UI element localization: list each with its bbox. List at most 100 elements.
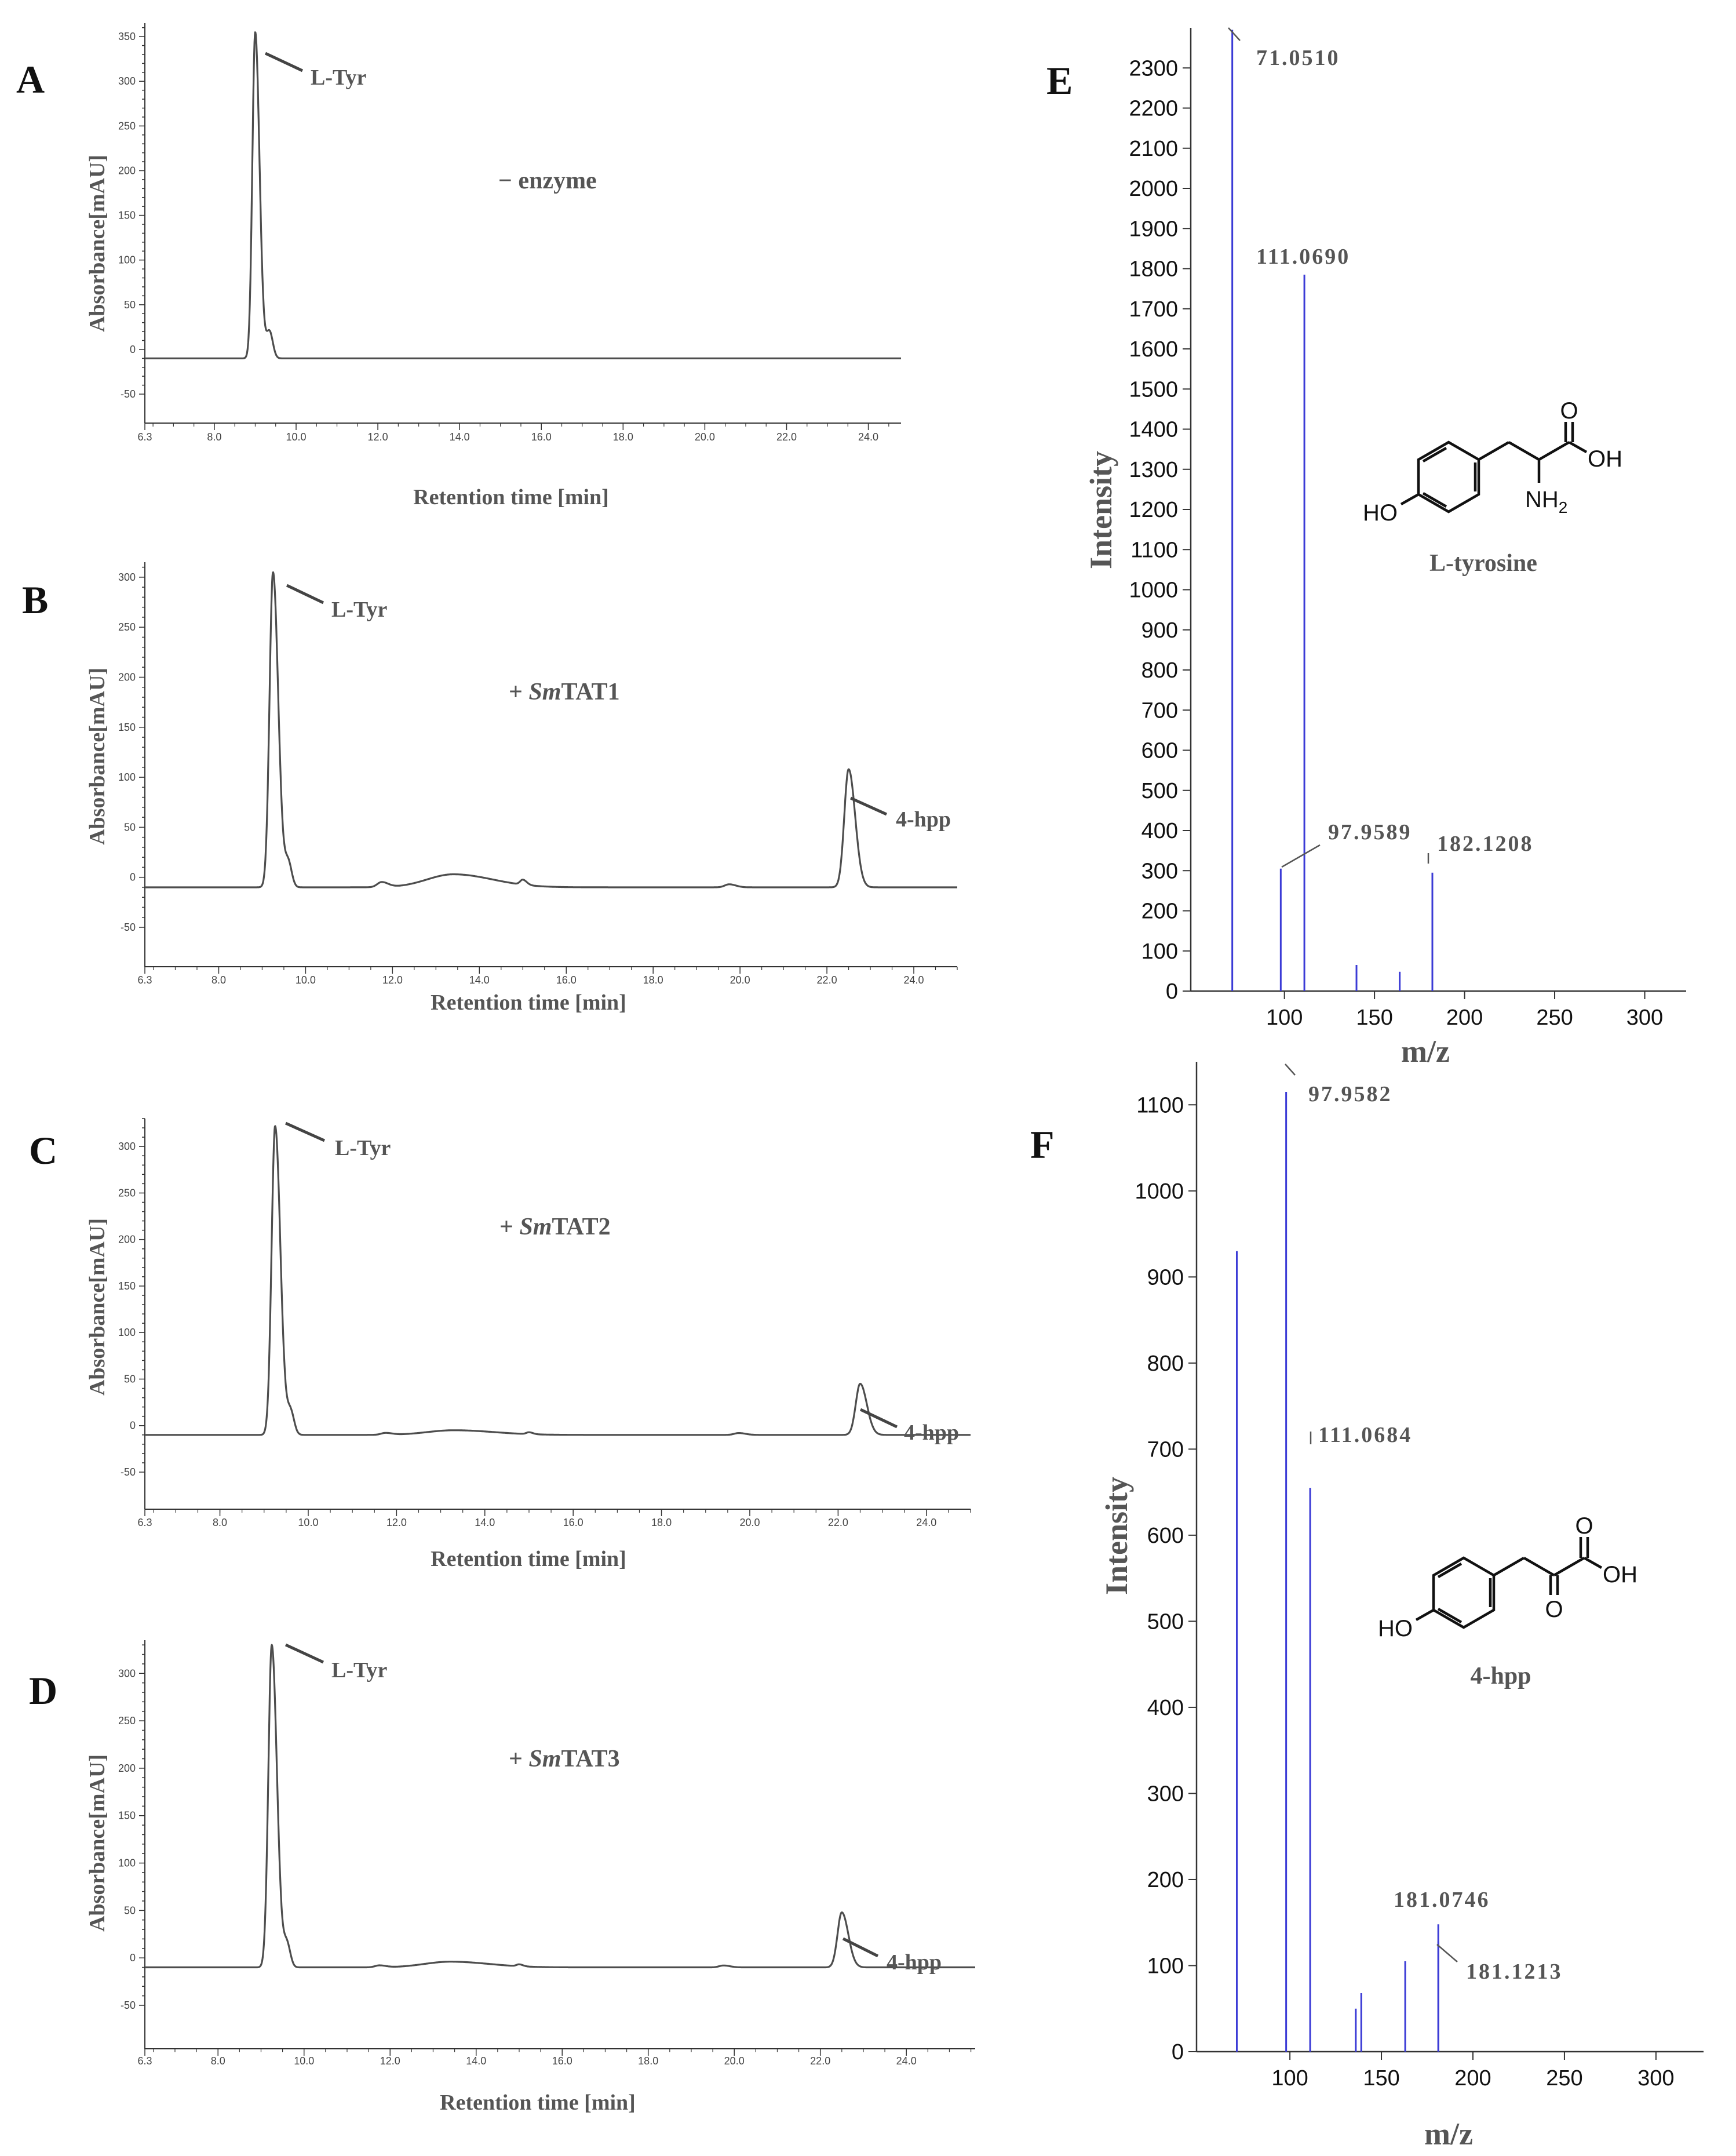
x-tick-label: 22.0 xyxy=(810,2055,830,2067)
x-axis-title: Retention time [min] xyxy=(431,990,626,1015)
x-tick-label: 18.0 xyxy=(643,974,663,986)
chromatogram-trace xyxy=(144,571,958,888)
y-tick-label: -50 xyxy=(121,922,136,933)
panel-f: F 0 100 200 300 400 500 600 700 800 900 1000 1100 10… xyxy=(1030,1062,1704,2151)
y-tick-label: 150 xyxy=(118,1810,136,1822)
y-tick-label: 100 xyxy=(1147,1954,1184,1978)
x-axis-title: Retention time [min] xyxy=(431,1547,626,1571)
y-tick-label: 700 xyxy=(1147,1437,1184,1462)
y-tick-label: 200 xyxy=(118,1762,136,1774)
x-axis-title: m/z xyxy=(1424,2117,1473,2151)
peak-label: L-Tyr xyxy=(331,598,388,622)
x-tick-label: 6.3 xyxy=(137,1517,152,1528)
oxygen-atom: O xyxy=(1575,1513,1593,1539)
x-tick-label: 20.0 xyxy=(739,1517,760,1528)
y-tick-label: 150 xyxy=(118,722,136,733)
compound-name: L-tyrosine xyxy=(1429,550,1537,577)
alpha-bond xyxy=(1508,441,1540,461)
panel-letter: F xyxy=(1030,1123,1055,1167)
x-tick-label: 14.0 xyxy=(466,2055,486,2067)
y-tick-label: 100 xyxy=(118,1858,136,1869)
y-tick-label: 700 xyxy=(1141,698,1178,723)
y-tick-label: 150 xyxy=(118,1280,136,1292)
y-tick-label: 600 xyxy=(1147,1524,1184,1548)
y-tick-label: 250 xyxy=(118,1715,136,1727)
peak-mz-label: 111.0690 xyxy=(1256,245,1350,269)
y-tick-label: 0 xyxy=(1166,979,1178,1004)
y-tick-label: 200 xyxy=(118,671,136,683)
peak-label: L-Tyr xyxy=(335,1136,391,1160)
x-tick-label: 18.0 xyxy=(638,2055,658,2067)
chromatogram-plot: -50 0 50 100 150 200 250 300 350 6.3 8.0 10.0 12.0 14… xyxy=(118,23,902,443)
y-tick-label: 250 xyxy=(118,621,136,633)
y-axis-title: Absorbance[mAU] xyxy=(85,1218,110,1396)
peak-label-leader xyxy=(842,1937,879,1958)
y-tick-label: 100 xyxy=(118,771,136,783)
x-tick-label: 24.0 xyxy=(904,974,924,986)
x-tick-label: 12.0 xyxy=(382,974,403,986)
y-tick-label: 2100 xyxy=(1129,137,1178,161)
x-tick-label: 18.0 xyxy=(613,431,633,443)
peak-label-leader xyxy=(264,52,304,72)
condition-label: − enzyme xyxy=(498,167,597,194)
y-tick-label: 200 xyxy=(118,165,136,176)
y-tick-label: 300 xyxy=(118,75,136,87)
x-axis-title: Retention time [min] xyxy=(440,2091,636,2115)
x-tick-label: 12.0 xyxy=(368,431,388,443)
y-tick-label: 600 xyxy=(1141,739,1178,763)
x-tick-label: 16.0 xyxy=(563,1517,583,1528)
y-tick-label: 0 xyxy=(130,1420,136,1432)
peak-label-leader xyxy=(1436,1944,1458,1962)
y-tick-label: 1900 xyxy=(1129,217,1178,241)
y-tick-label: 200 xyxy=(118,1234,136,1245)
y-axis-title: Intensity xyxy=(1099,1477,1134,1595)
phenol-hydroxyl: HO xyxy=(1378,1616,1413,1641)
x-tick-label: 8.0 xyxy=(213,1517,227,1528)
peak-label: L-Tyr xyxy=(311,65,367,90)
y-tick-label: 50 xyxy=(124,299,136,311)
y-tick-label: 200 xyxy=(1141,899,1178,924)
x-tick-label: 12.0 xyxy=(380,2055,400,2067)
x-tick-label: 22.0 xyxy=(776,431,797,443)
y-tick-label: 900 xyxy=(1141,618,1178,643)
amino-group: NH2 xyxy=(1525,487,1567,516)
panel-letter: B xyxy=(22,578,48,622)
y-tick-label: 0 xyxy=(130,1952,136,1964)
y-tick-label: 50 xyxy=(124,821,136,833)
y-tick-label: 1000 xyxy=(1135,1179,1184,1204)
y-tick-label: 500 xyxy=(1141,779,1178,803)
4-hpp-structure xyxy=(1415,1537,1603,1629)
peak-label-leader xyxy=(285,1121,326,1142)
x-tick-label: 200 xyxy=(1446,1006,1483,1030)
x-tick-label: 100 xyxy=(1271,2066,1308,2091)
x-axis-title: m/z xyxy=(1401,1034,1450,1069)
y-tick-label: 500 xyxy=(1147,1609,1184,1634)
y-tick-label: 0 xyxy=(1172,2040,1184,2064)
x-tick-label: 150 xyxy=(1363,2066,1399,2091)
mass-spectrum-plot: 0 100 200 300 400 500 600 700 800 900 1000 1100 1200… xyxy=(1129,27,1686,1030)
y-tick-label: 1100 xyxy=(1130,538,1178,562)
y-tick-label: 250 xyxy=(118,1187,136,1199)
peak-mz-label: 71.0510 xyxy=(1256,46,1340,70)
x-tick-label: 10.0 xyxy=(296,974,316,986)
carboxyl-bond xyxy=(1553,1557,1585,1576)
x-tick-label: 10.0 xyxy=(298,1517,318,1528)
x-tick-label: 16.0 xyxy=(531,431,552,443)
panel-letter: D xyxy=(29,1669,57,1713)
y-tick-label: 300 xyxy=(118,571,136,583)
peak-mz-label: 181.0746 xyxy=(1394,1888,1490,1912)
x-tick-label: 14.0 xyxy=(469,974,490,986)
ring-double-bond xyxy=(1422,492,1447,508)
x-tick-label: 10.0 xyxy=(286,431,306,443)
y-tick-label: -50 xyxy=(121,388,136,400)
x-tick-label: 18.0 xyxy=(651,1517,672,1528)
peak-label-leader xyxy=(1228,27,1241,41)
y-axis-title: Absorbance[mAU] xyxy=(85,668,110,845)
panel-e: E 0 100 200 300 400 500 600 700 800 900 1000 1100 12… xyxy=(1046,27,1686,1069)
x-tick-label: 8.0 xyxy=(207,431,221,443)
x-tick-label: 250 xyxy=(1536,1006,1573,1030)
x-tick-label: 6.3 xyxy=(137,974,152,986)
y-tick-label: 1800 xyxy=(1129,257,1178,282)
x-tick-label: 24.0 xyxy=(896,2055,917,2067)
panel-c: C -50 0 50 100 150 200 250 300 6.3 8.0 10.0 12.0 14.… xyxy=(29,1118,971,1571)
